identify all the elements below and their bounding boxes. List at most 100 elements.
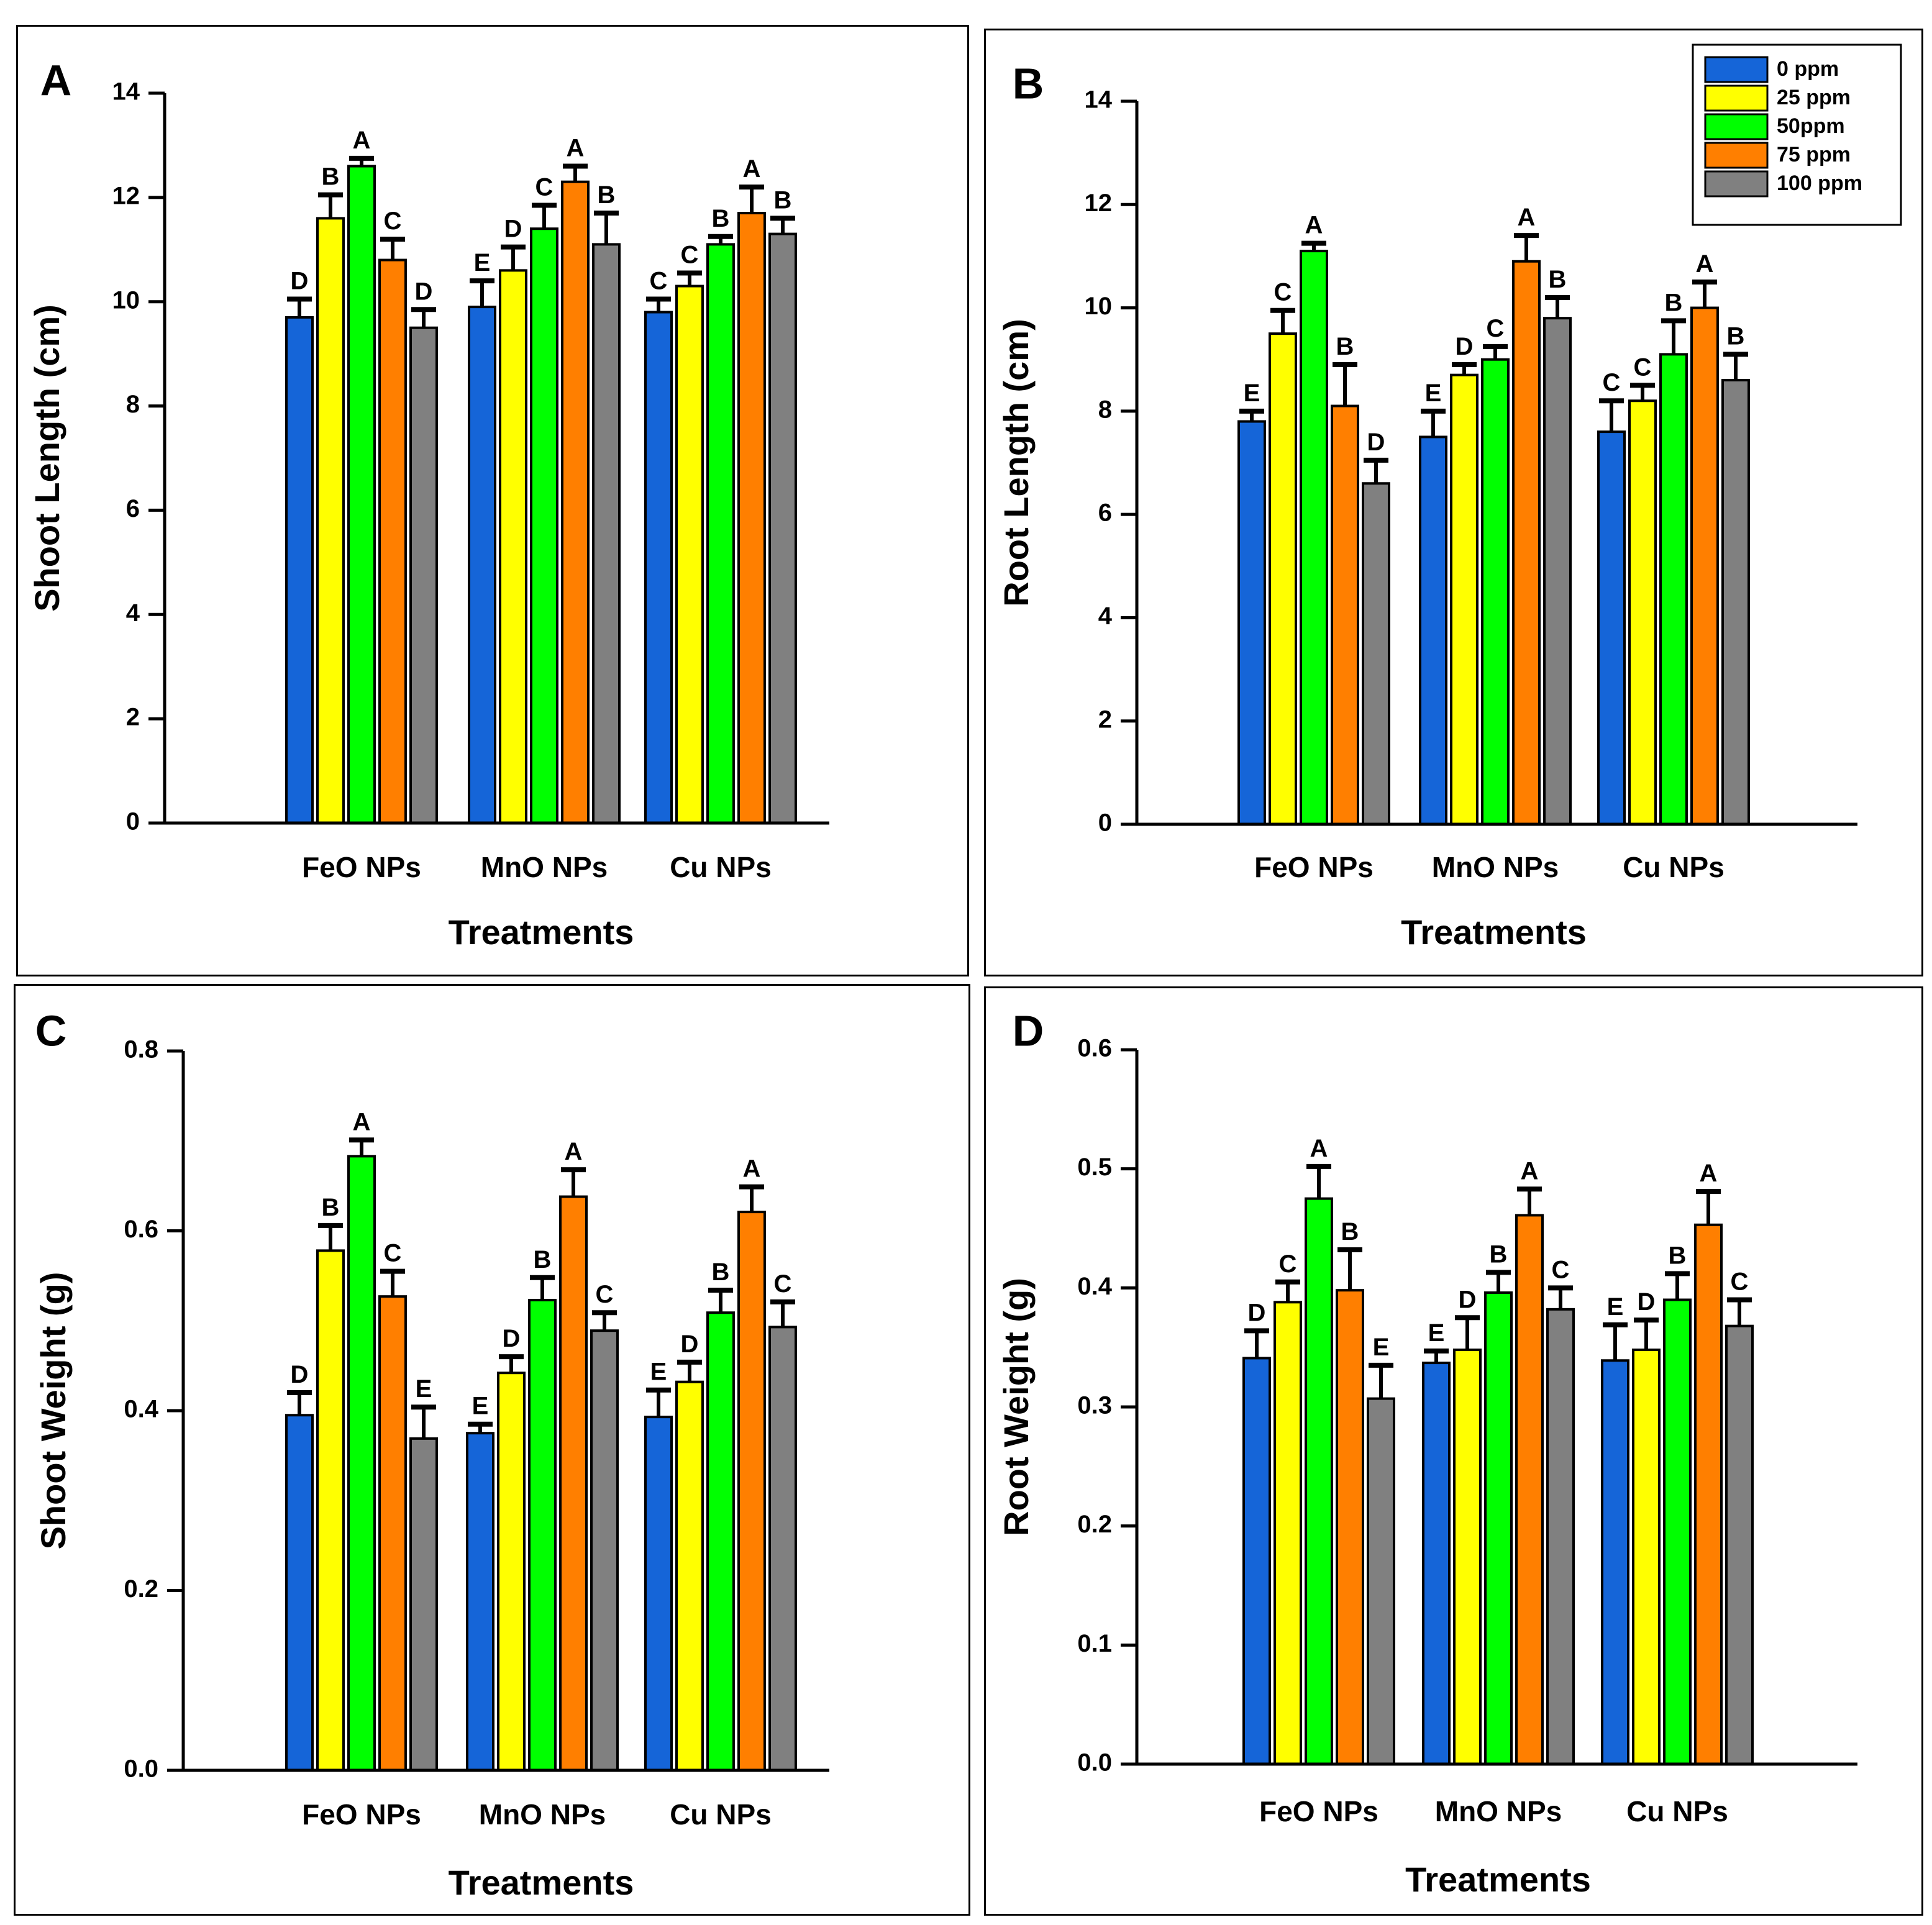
significance-letter: B — [1490, 1240, 1508, 1268]
y-tick-label: 0.2 — [124, 1575, 158, 1603]
category-tick-label: Cu NPs — [1626, 1795, 1728, 1827]
significance-letter: B — [534, 1246, 552, 1273]
bar — [1450, 373, 1479, 826]
category-tick-label: MnO NPs — [1432, 851, 1559, 883]
legend-swatch — [1704, 113, 1769, 140]
y-tick-label: 14 — [112, 78, 140, 106]
bar — [768, 1326, 797, 1772]
category-tick-label: Cu NPs — [670, 851, 772, 883]
significance-letter: C — [681, 242, 699, 269]
bar — [675, 284, 704, 824]
bar — [1237, 420, 1266, 826]
bar — [644, 311, 673, 824]
significance-letter: B — [774, 186, 792, 214]
bar — [347, 165, 376, 824]
category-tick-label: FeO NPs — [302, 851, 421, 883]
y-tick-label: 0.3 — [1077, 1392, 1112, 1419]
bar — [1663, 1298, 1692, 1765]
legend-label: 75 ppm — [1777, 143, 1851, 166]
significance-letter: C — [1603, 369, 1621, 396]
significance-letter: C — [1279, 1250, 1297, 1278]
x-axis-label: Treatments — [449, 912, 634, 952]
significance-letter: A — [1696, 250, 1714, 278]
significance-letter: B — [1665, 289, 1683, 316]
significance-letter: B — [712, 205, 730, 232]
category-tick-label: MnO NPs — [1435, 1795, 1562, 1827]
bar — [1515, 1214, 1544, 1765]
y-tick-label: 8 — [1098, 396, 1112, 423]
bar — [644, 1416, 673, 1772]
bar — [1336, 1289, 1364, 1766]
bar — [1484, 1291, 1513, 1765]
bar — [499, 269, 527, 825]
significance-letter: E — [1425, 380, 1442, 407]
x-axis-label: Treatments — [1405, 1860, 1591, 1899]
significance-letter: C — [650, 268, 668, 295]
bar — [530, 227, 558, 824]
y-tick-label: 6 — [1098, 499, 1112, 527]
y-tick-label: 10 — [112, 286, 140, 314]
y-tick-label: 0.1 — [1077, 1630, 1112, 1657]
significance-letter: D — [503, 1325, 521, 1352]
category-tick-label: MnO NPs — [479, 1798, 606, 1831]
x-axis-label: Treatments — [1401, 912, 1587, 952]
bar — [1481, 358, 1510, 826]
significance-letter: C — [384, 1240, 402, 1267]
significance-letter: D — [1367, 429, 1385, 456]
significance-letter: B — [322, 1194, 340, 1221]
significance-letter: E — [474, 249, 491, 276]
significance-letter: C — [535, 173, 554, 201]
significance-letter: A — [743, 155, 761, 183]
bar — [1300, 250, 1328, 826]
y-tick-label: 12 — [112, 182, 140, 209]
significance-letter: D — [1638, 1288, 1656, 1316]
significance-letter: D — [681, 1331, 699, 1358]
bar — [706, 1311, 735, 1772]
legend: 0 ppm 25 ppm 50ppm 75 ppm 100 ppm — [1692, 43, 1902, 226]
significance-letter: B — [598, 181, 616, 209]
bar — [1725, 1324, 1754, 1766]
significance-letter: E — [1428, 1319, 1445, 1347]
significance-letter: D — [504, 216, 522, 243]
bar — [1269, 332, 1297, 826]
bar — [590, 1329, 619, 1772]
bar — [1543, 317, 1572, 826]
y-tick-label: 4 — [126, 599, 140, 627]
x-axis-label: Treatments — [449, 1863, 634, 1902]
bar — [316, 217, 345, 824]
y-tick-label: 0.5 — [1077, 1154, 1112, 1181]
y-tick-label: 6 — [126, 495, 140, 522]
bar — [466, 1432, 494, 1772]
y-tick-label: 0.0 — [1077, 1749, 1112, 1777]
bar — [1659, 353, 1688, 826]
significance-letter: B — [1669, 1242, 1687, 1269]
bar — [1305, 1197, 1333, 1766]
significance-letter: C — [1731, 1268, 1749, 1296]
significance-letter: D — [291, 1361, 309, 1388]
significance-letter: A — [1305, 212, 1323, 239]
significance-letter: D — [291, 268, 309, 295]
bar — [347, 1155, 376, 1772]
significance-letter: A — [1310, 1135, 1328, 1162]
y-tick-label: 2 — [1098, 706, 1112, 733]
bar — [1419, 435, 1447, 826]
y-tick-label: 0.6 — [1077, 1035, 1112, 1062]
y-axis-label: Root Length (cm) — [996, 319, 1036, 606]
significance-letter: E — [1373, 1334, 1390, 1361]
y-tick-label: 0.4 — [124, 1396, 158, 1423]
significance-letter: B — [712, 1258, 730, 1286]
y-tick-label: 14 — [1085, 86, 1113, 114]
bar — [706, 243, 735, 824]
significance-letter: B — [1727, 322, 1745, 350]
y-tick-label: 0.2 — [1077, 1511, 1112, 1538]
bar — [737, 212, 766, 824]
y-tick-label: 0 — [1098, 809, 1112, 837]
significance-letter: B — [1549, 266, 1567, 293]
significance-letter: A — [565, 1138, 583, 1165]
legend-label: 0 ppm — [1777, 57, 1839, 81]
significance-letter: C — [774, 1270, 792, 1298]
